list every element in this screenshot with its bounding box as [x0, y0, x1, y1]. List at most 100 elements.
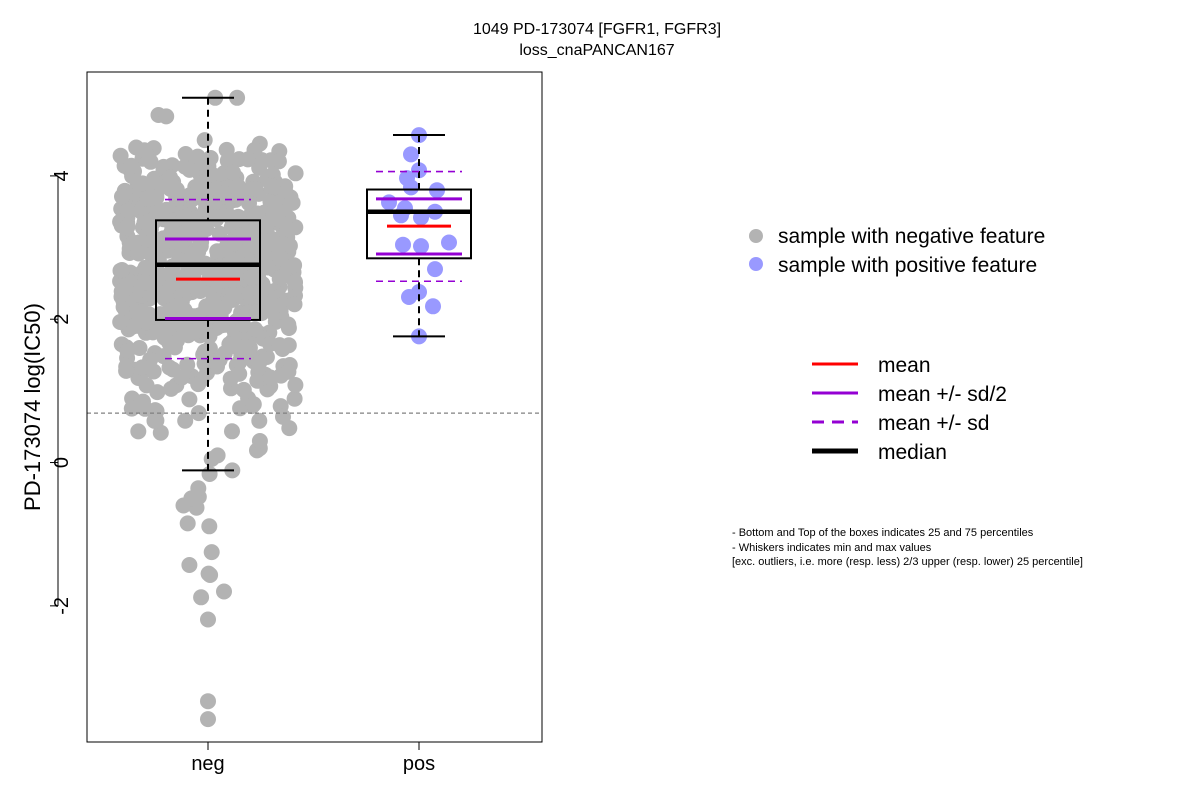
neg-sample-point	[222, 370, 239, 387]
neg-sample-point	[236, 338, 253, 355]
neg-sample-point	[134, 359, 151, 376]
neg-sample-point	[224, 423, 240, 440]
neg-sample-point	[287, 165, 304, 182]
neg-sample-point	[203, 544, 220, 561]
pos-sample-point	[427, 261, 443, 278]
neg-sample-point	[230, 178, 247, 195]
neg-sample-point	[114, 188, 130, 205]
neg-sample-point	[114, 262, 130, 278]
neg-sample-point	[189, 148, 206, 165]
neg-sample-point	[247, 181, 264, 198]
neg-sample-point	[190, 244, 207, 261]
neg-sample-point	[137, 274, 154, 291]
y-axis-label: PD-173074 log(IC50)	[20, 303, 45, 511]
neg-sample-point	[209, 447, 226, 464]
neg-sample-point	[190, 405, 207, 422]
neg-sample-point	[251, 433, 268, 449]
neg-sample-point	[130, 423, 147, 440]
neg-sample-point	[247, 321, 263, 338]
neg-sample-point	[200, 565, 217, 582]
legend-negative-marker	[749, 229, 763, 243]
neg-sample-point	[166, 274, 183, 291]
y-tick-label: 4	[51, 170, 73, 181]
neg-sample-point	[286, 296, 303, 313]
neg-sample-point	[181, 187, 198, 204]
neg-sample-point	[181, 557, 198, 573]
neg-sample-point	[156, 290, 173, 307]
neg-sample-point	[200, 693, 216, 710]
neg-sample-point	[142, 220, 159, 237]
neg-sample-point	[164, 361, 181, 378]
neg-sample-point	[243, 269, 259, 286]
neg-sample-point	[249, 372, 266, 389]
neg-sample-point	[260, 259, 276, 276]
neg-sample-point	[197, 200, 214, 217]
neg-sample-point	[212, 185, 229, 202]
y-tick-label: -2	[51, 597, 73, 615]
neg-sample-point	[277, 182, 293, 199]
neg-sample-point	[273, 296, 290, 313]
neg-sample-point	[151, 203, 168, 220]
neg-sample-point	[158, 108, 175, 125]
pos-sample-point	[441, 234, 457, 251]
footnotes: - Bottom and Top of the boxes indicates …	[732, 527, 1083, 568]
legend-lines: mean mean +/- sd/2 mean +/- sd median	[812, 354, 1007, 464]
neg-sample-point	[205, 353, 222, 370]
legend-positive-label: sample with positive feature	[778, 254, 1037, 277]
neg-sample-point	[168, 181, 185, 198]
neg-sample-point	[123, 157, 140, 174]
neg-sample-point	[251, 412, 268, 429]
pos-sample-point	[425, 298, 441, 315]
neg-sample-point	[181, 391, 198, 408]
neg-sample-point	[123, 400, 140, 417]
plot-frame	[86, 71, 543, 743]
neg-sample-point	[262, 369, 279, 386]
neg-sample-point	[125, 318, 142, 335]
neg-sample-point	[200, 611, 216, 628]
legend-mean-label: mean	[878, 354, 931, 377]
chart-title-line-2: loss_cnaPANCAN167	[519, 42, 674, 59]
neg-sample-point	[280, 363, 297, 380]
legend-sd-label: mean +/- sd	[878, 412, 989, 435]
neg-sample-point	[205, 301, 222, 317]
pos-sample-point	[403, 146, 419, 163]
chart-title-line-1: 1049 PD-173074 [FGFR1, FGFR3]	[473, 21, 721, 38]
neg-sample-point	[229, 89, 246, 106]
neg-sample-point	[179, 356, 196, 373]
neg-sample-point	[190, 376, 207, 393]
neg-sample-point	[274, 235, 291, 252]
neg-sample-point	[137, 259, 154, 276]
neg-sample-point	[179, 515, 196, 532]
legend-positive-marker	[749, 257, 763, 271]
neg-sample-point	[190, 322, 207, 339]
neg-sample-point	[201, 518, 218, 535]
neg-sample-point	[118, 362, 135, 379]
box-statistics	[155, 96, 472, 472]
y-tick-label: 2	[51, 314, 73, 325]
neg-sample-point	[190, 480, 207, 497]
pos-sample-point	[401, 289, 417, 305]
neg-sample-point	[148, 412, 165, 429]
neg-sample-point	[264, 178, 281, 195]
neg-sample-point	[119, 202, 136, 219]
neg-sample-point	[201, 466, 218, 482]
neg-sample-point	[275, 408, 291, 425]
neg-sample-point	[254, 240, 271, 256]
neg-sample-point	[206, 167, 223, 184]
neg-sample-point	[246, 222, 262, 238]
neg-sample-point	[152, 424, 169, 441]
neg-sample-point	[192, 283, 209, 299]
neg-sample-point	[149, 384, 166, 401]
neg-sample-point	[175, 225, 192, 242]
neg-sample-point	[117, 280, 134, 297]
note-whiskers: - Whiskers indicates min and max values	[732, 542, 932, 554]
note-box-percentiles: - Bottom and Top of the boxes indicates …	[732, 527, 1034, 539]
neg-sample-point	[271, 250, 288, 267]
neg-sample-point	[196, 132, 213, 149]
neg-sample-point	[202, 150, 219, 166]
neg-sample-point	[175, 320, 192, 337]
pos-sample-point	[381, 194, 397, 211]
neg-sample-point	[193, 589, 210, 606]
neg-sample-point	[112, 314, 129, 330]
